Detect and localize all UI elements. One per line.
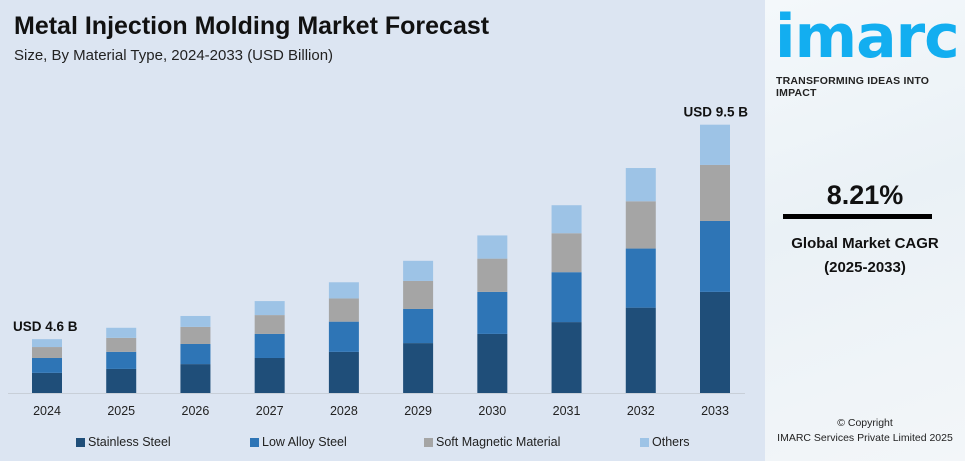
bar-segment-2031-0 <box>551 322 582 393</box>
bar-segment-2025-0 <box>106 368 137 393</box>
bar-segment-2027-1 <box>254 333 285 358</box>
copyright: © Copyright IMARC Services Private Limit… <box>765 416 965 446</box>
x-tick-label: 2029 <box>404 404 432 418</box>
copyright-line: © Copyright <box>837 417 893 429</box>
bar-segment-2030-2 <box>477 258 508 292</box>
bar-segment-2024-3 <box>32 339 62 348</box>
chart-title: Metal Injection Molding Market Forecast <box>14 12 490 40</box>
bar-segment-2028-3 <box>328 282 359 299</box>
legend-swatch <box>76 437 85 447</box>
bar-segment-2026-0 <box>180 364 211 393</box>
bar-segment-2032-0 <box>625 307 656 393</box>
data-label: USD 4.6 B <box>13 319 78 334</box>
legend-item: Soft Magnetic Material <box>424 435 560 449</box>
bar-segment-2032-1 <box>625 248 656 308</box>
legend-label: Others <box>652 435 690 449</box>
tagline: TRANSFORMING IDEAS INTO IMPACT <box>776 75 930 99</box>
bar-segment-2031-1 <box>551 272 582 323</box>
cagr-period: (2025-2033) <box>824 259 906 276</box>
bar-segment-2031-2 <box>551 233 582 273</box>
bar-segment-2024-1 <box>32 357 62 373</box>
bar-segment-2026-2 <box>180 326 211 344</box>
bar-segment-2029-2 <box>403 280 434 309</box>
bar-segment-2029-1 <box>403 308 434 344</box>
side-panel: imarc TRANSFORMING IDEAS INTO IMPACT 8.2… <box>765 0 965 461</box>
legend-item: Low Alloy Steel <box>250 435 347 449</box>
bar-segment-2033-3 <box>700 124 730 165</box>
x-tick-label: 2033 <box>701 404 729 418</box>
bar-segment-2027-3 <box>254 301 285 316</box>
bar-segment-2028-2 <box>328 298 359 322</box>
bar-segment-2030-1 <box>477 291 508 334</box>
cagr-label: Global Market CAGR <box>791 235 939 252</box>
x-tick-label: 2024 <box>33 404 61 418</box>
x-tick-label: 2031 <box>553 404 581 418</box>
legend-label: Soft Magnetic Material <box>436 435 561 449</box>
bar-segment-2028-1 <box>328 321 359 352</box>
chart-subtitle: Size, By Material Type, 2024-2033 (USD B… <box>14 47 334 64</box>
bar-segment-2024-0 <box>32 372 62 393</box>
bar-segment-2024-2 <box>32 347 62 358</box>
x-tick-label: 2030 <box>478 404 506 418</box>
legend-swatch <box>640 437 649 447</box>
legend-label: Stainless Steel <box>88 435 171 449</box>
bar-segment-2033-0 <box>700 291 730 393</box>
bar-segment-2025-2 <box>106 337 137 352</box>
legend-item: Stainless Steel <box>76 435 171 449</box>
bar-segment-2033-1 <box>700 220 730 292</box>
bar-segment-2032-3 <box>625 168 656 202</box>
data-label: USD 9.5 B <box>683 105 748 120</box>
bar-segment-2026-1 <box>180 343 211 365</box>
bar-segment-2029-0 <box>403 343 434 393</box>
bar-segment-2029-3 <box>403 260 434 281</box>
divider <box>783 214 932 219</box>
stacked-bar-chart: 2024 USD 4.6 B 2025 2026 2027 2028 2029 2030 203… <box>8 105 748 418</box>
x-tick-label: 2028 <box>330 404 358 418</box>
cagr-value: 8.21% <box>826 180 904 210</box>
bar-segment-2030-0 <box>477 333 508 393</box>
x-tick-label: 2026 <box>182 404 210 418</box>
x-tick-label: 2025 <box>107 404 135 418</box>
bar-segment-2025-1 <box>106 351 137 369</box>
bar-segment-2026-3 <box>180 315 211 327</box>
bar-segment-2027-2 <box>254 315 285 334</box>
x-tick-label: 2032 <box>627 404 655 418</box>
legend-swatch <box>250 437 259 447</box>
cagr-caption: Global Market CAGR (2025-2033) <box>765 232 965 280</box>
bar-segment-2025-3 <box>106 327 137 338</box>
legend-swatch <box>424 437 433 447</box>
company-line: IMARC Services Private Limited 2025 <box>777 432 953 444</box>
bar-segment-2027-0 <box>254 357 285 393</box>
x-tick-label: 2027 <box>256 404 284 418</box>
legend-item: Others <box>640 435 690 449</box>
bar-segment-2033-2 <box>700 164 730 221</box>
bar-segment-2032-2 <box>625 201 656 249</box>
imarc-logo: imarc <box>775 2 960 72</box>
bar-segment-2031-3 <box>551 205 582 234</box>
legend-label: Low Alloy Steel <box>262 435 347 449</box>
bar-segment-2030-3 <box>477 235 508 259</box>
bar-segment-2028-0 <box>328 351 359 393</box>
